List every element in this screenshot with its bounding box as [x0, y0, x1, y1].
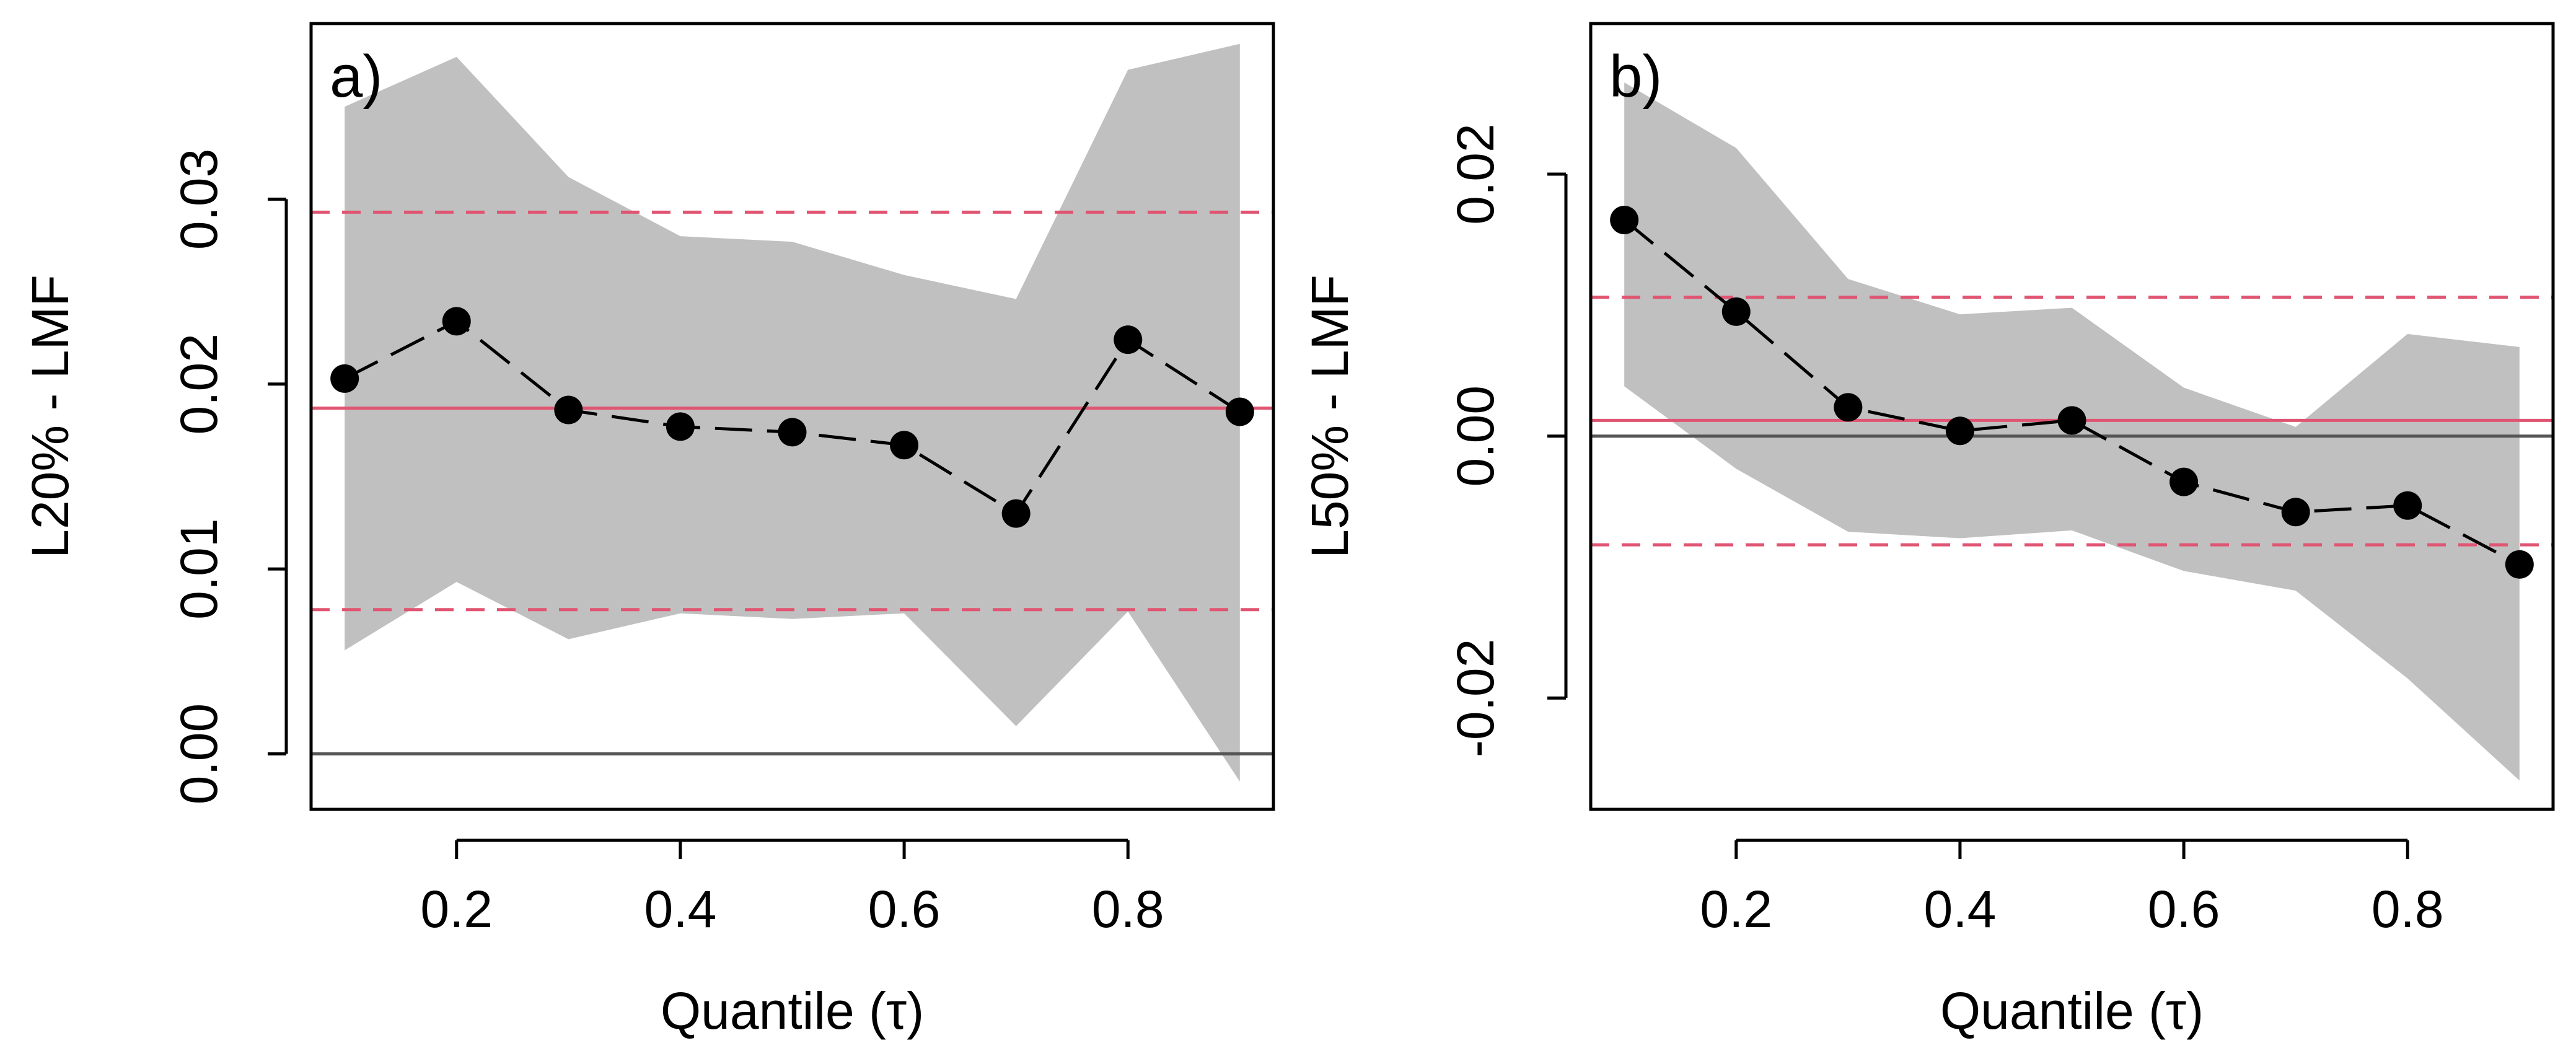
x-tick-label-2: 0.4 [644, 880, 717, 938]
data-point-7 [1001, 499, 1031, 528]
data-point-8 [2393, 491, 2422, 520]
data-point-3 [1834, 393, 1863, 422]
data-point-6 [890, 431, 919, 460]
panel-label: b) [1609, 43, 1662, 110]
panel-b: 0.2 0.4 0.6 0.8 -0.02 0.00 0.02 Quantile (τ) L50… [1301, 22, 2555, 1040]
panel-label: a) [330, 43, 382, 110]
x-tick-label-3: 0.6 [868, 880, 941, 938]
data-point-2 [442, 307, 471, 336]
y-tick-label-3: 0.02 [170, 333, 228, 435]
y-tick-label-2: 0.01 [170, 518, 228, 620]
data-point-4 [1945, 416, 1974, 446]
x-axis-title: Quantile (τ) [1940, 982, 2204, 1040]
data-point-7 [2281, 498, 2310, 527]
data-point-1 [330, 364, 359, 393]
x-tick-label-2: 0.4 [1924, 880, 1997, 938]
estimate-line [1623, 219, 2520, 566]
confidence-band [345, 43, 1240, 782]
x-tick-label-1: 0.2 [420, 880, 493, 938]
data-point-5 [778, 418, 807, 447]
x-tick-label-1: 0.2 [1700, 880, 1772, 938]
panel-a: 0.2 0.4 0.6 0.8 0.00 0.01 0.02 0.03 Quantile (τ)… [21, 22, 1275, 1040]
y-tick-label-4: 0.03 [170, 149, 228, 250]
y-tick-label-1: 0.00 [170, 703, 228, 805]
data-point-1 [1610, 206, 1639, 234]
plot-frame [1589, 22, 2555, 811]
plot-frame [309, 22, 1275, 811]
data-point-8 [1114, 325, 1143, 354]
x-tick-label-3: 0.6 [2148, 880, 2220, 938]
data-point-9 [2505, 550, 2534, 579]
data-point-9 [1225, 397, 1254, 426]
data-point-4 [666, 412, 695, 441]
y-tick-label-2: 0.00 [1446, 385, 1505, 487]
data-point-2 [1721, 297, 1751, 326]
y-tick-label-3: 0.02 [1446, 123, 1505, 225]
x-tick-label-4: 0.8 [2372, 880, 2444, 938]
y-axis-title: L20% - LMF [21, 275, 79, 558]
y-axis-title: L50% - LMF [1301, 275, 1359, 558]
data-point-5 [2057, 406, 2086, 435]
y-tick-label-1: -0.02 [1446, 639, 1505, 757]
x-axis-title: Quantile (τ) [661, 982, 924, 1040]
data-point-6 [2169, 467, 2199, 496]
x-tick-label-4: 0.8 [1092, 880, 1164, 938]
data-point-3 [554, 395, 583, 425]
